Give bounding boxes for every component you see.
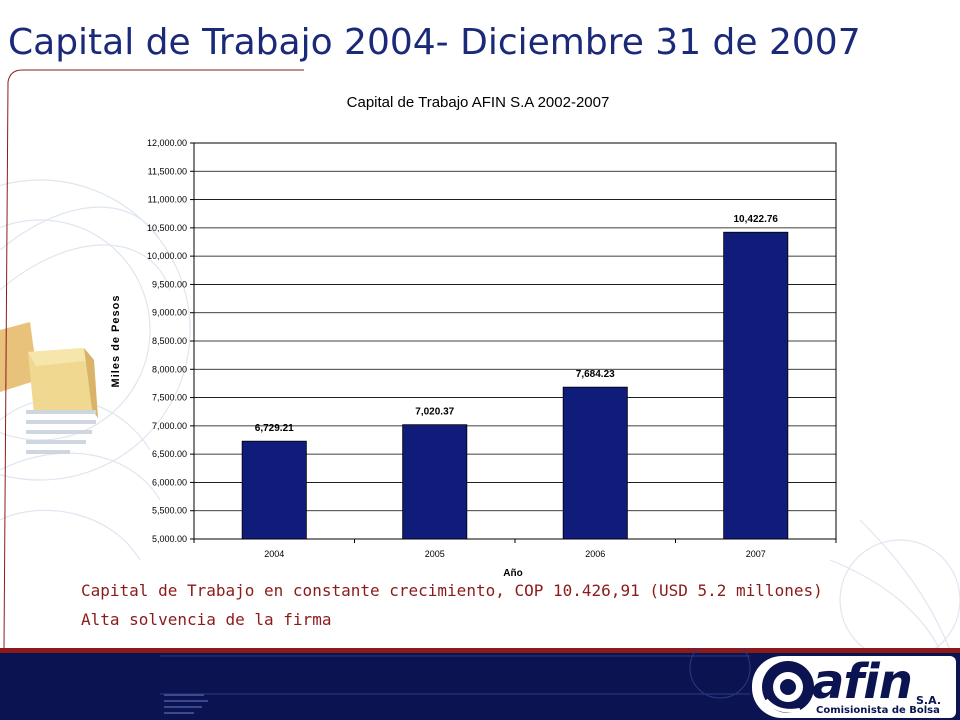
x-tick-label: 2005 (425, 549, 445, 559)
value-labels: 6,729.21 7,020.37 7,684.23 10,422.76 (255, 214, 779, 434)
chart-title: Capital de Trabajo AFIN S.A 2002-2007 (347, 94, 610, 111)
logo-emblem-icon (762, 661, 814, 713)
logo-wordmark: afin (812, 656, 913, 710)
bars (241, 231, 789, 540)
value-label: 7,684.23 (576, 369, 615, 380)
y-tick-label: 9,500.00 (152, 279, 187, 289)
bar-2006 (562, 386, 628, 540)
y-tick-label: 9,000.00 (152, 308, 187, 318)
logo-tagline: Comisionista de Bolsa (814, 705, 942, 716)
y-tick-label: 7,000.00 (152, 421, 187, 431)
y-tick-label: 10,000.00 (147, 251, 187, 261)
y-tick-label: 5,500.00 (152, 506, 187, 516)
x-tick-label: 2007 (746, 549, 766, 559)
y-tick-label: 11,000.00 (148, 195, 187, 205)
afin-logo: afin S.A. Comisionista de Bolsa (752, 656, 956, 718)
y-tick-label: 12,000.00 (147, 138, 187, 148)
slide-title: Capital de Trabajo 2004- Diciembre 31 de… (8, 22, 861, 63)
y-tick-label: 11,500.00 (148, 166, 187, 176)
y-tick-label: 6,000.00 (152, 477, 187, 487)
y-tick-label: 7,500.00 (152, 393, 187, 403)
bar-2007 (723, 231, 789, 540)
value-label: 7,020.37 (415, 407, 454, 418)
value-label: 6,729.21 (255, 423, 294, 434)
y-tick-label: 6,500.00 (152, 449, 187, 459)
y-tick-label: 8,500.00 (152, 336, 187, 346)
caption-growth: Capital de Trabajo en constante crecimie… (81, 581, 823, 600)
bar-2004 (241, 440, 307, 540)
cube-graphic (0, 322, 98, 418)
y-tick-label: 10,500.00 (147, 223, 187, 233)
bar-chart: Capital de Trabajo AFIN S.A 2002-2007 5,… (110, 94, 837, 579)
footer-accent-line (0, 648, 960, 653)
caption-solvency: Alta solvencia de la firma (81, 610, 332, 629)
x-tick-label: 2006 (585, 549, 605, 559)
bar-2005 (402, 424, 468, 540)
y-axis-label: Miles de Pesos (110, 295, 122, 388)
x-axis: 2004 2005 2006 2007 (193, 539, 837, 559)
y-axis: 5,000.00 5,500.00 6,000.00 6,500.00 7,000.00… (147, 138, 194, 544)
value-label: 10,422.76 (734, 214, 779, 225)
x-axis-label: Año (503, 568, 522, 579)
y-tick-label: 5,000.00 (152, 534, 187, 544)
y-tick-label: 8,000.00 (152, 364, 187, 374)
logo-suffix: S.A. (916, 694, 941, 707)
x-tick-label: 2004 (264, 549, 284, 559)
